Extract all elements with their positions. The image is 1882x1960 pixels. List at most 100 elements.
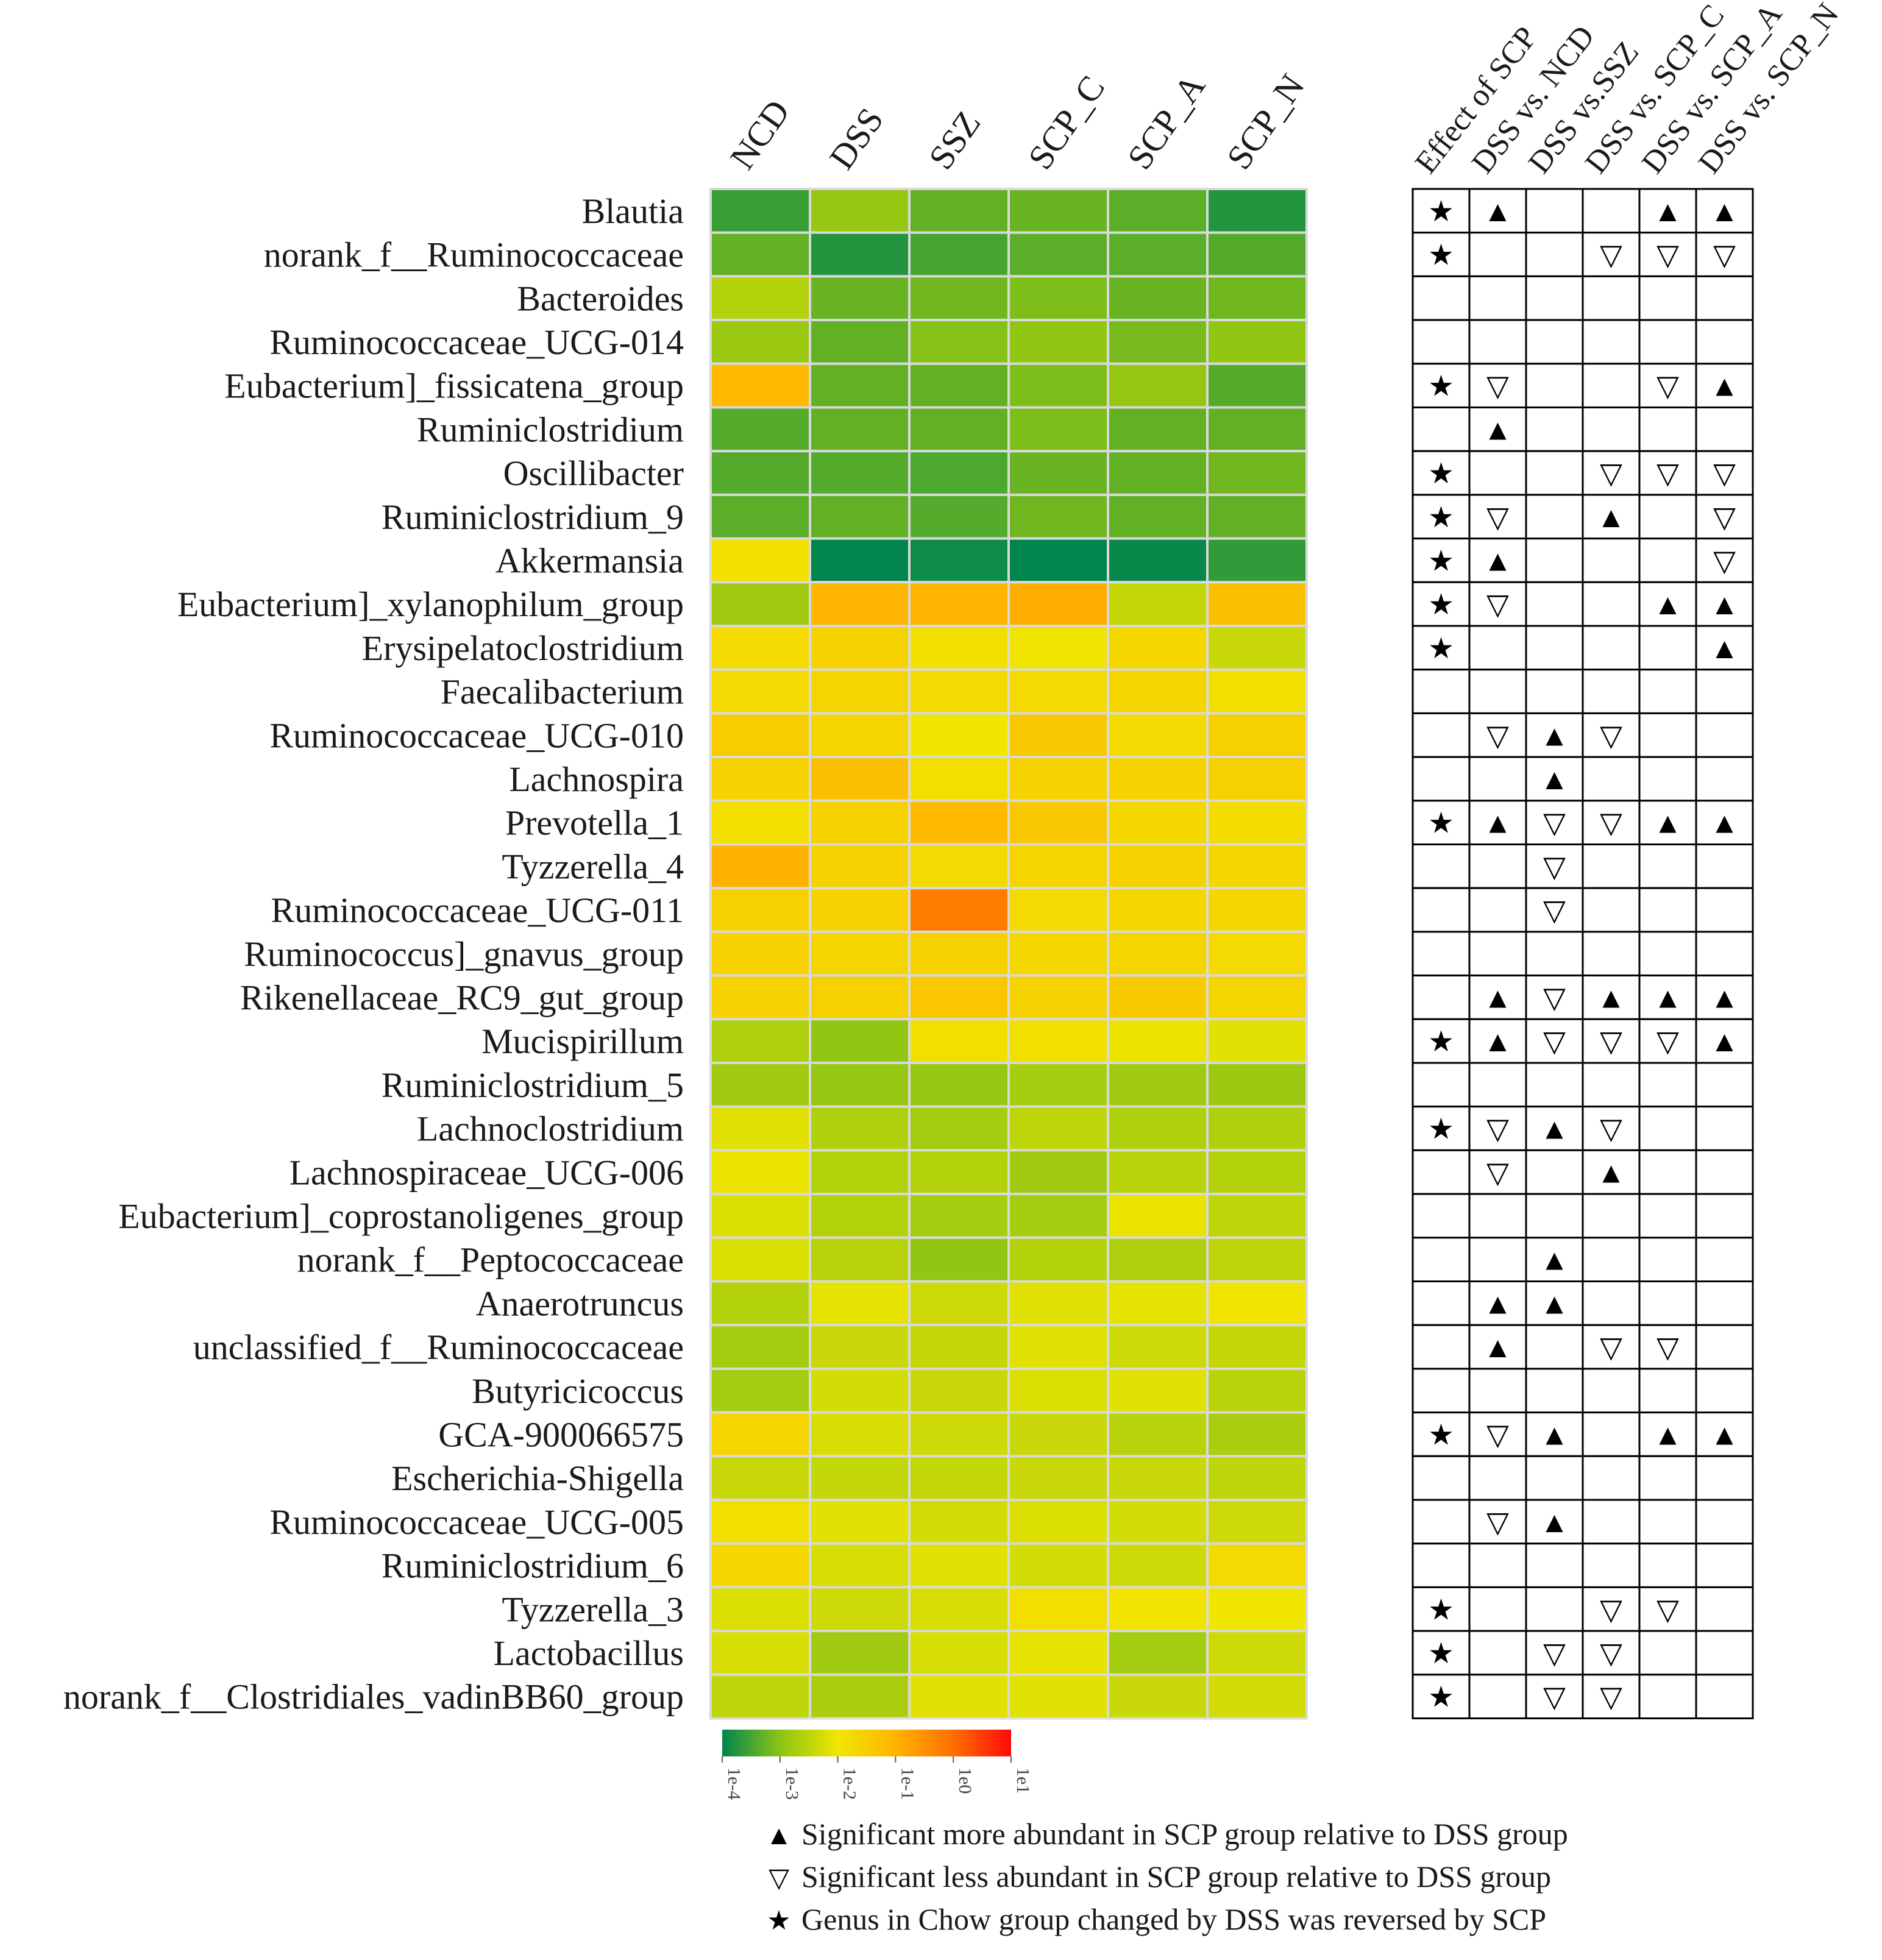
significance-mark: ▲ <box>1540 720 1569 752</box>
heatmap-cell <box>1107 275 1209 322</box>
heatmap-cell <box>709 1673 811 1720</box>
heatmap-cell <box>908 1280 1010 1327</box>
significance-cell <box>1468 188 1527 234</box>
heatmap-cell <box>1107 1149 1209 1196</box>
significance-cell <box>1525 363 1584 408</box>
heatmap-cell <box>1107 1193 1209 1239</box>
heatmap-cell <box>908 799 1010 846</box>
heatmap-cell <box>1007 406 1109 453</box>
significance-cell <box>1411 275 1471 321</box>
heatmap-cell <box>809 450 911 496</box>
heatmap-cell <box>908 887 1010 933</box>
heatmap-cell <box>908 450 1010 496</box>
heatmap-cell <box>1007 362 1109 409</box>
significance-cell <box>1695 1149 1754 1195</box>
row-label: Mucispirillum <box>481 1021 684 1061</box>
significance-cell <box>1411 1237 1471 1283</box>
significance-table: ★ ▲ ▲ ▲ ★ ▽ ▽ ▽ ★ ▽ ▽ ▲ ▲ ★ ▽ ▽ ▽ ★ ▽ ▲ ▽ ★ ▲ ▽ ★ ▽ ▲ ▲ ★ ▲ ▽ ▲ ▽ ▲ ★ ▲ ▽ ▽ ▲ ▲… <box>1411 188 1754 1720</box>
significance-cell <box>1695 450 1754 496</box>
significance-cell <box>1468 756 1527 802</box>
column-label: NCD <box>722 93 797 177</box>
heatmap-cell <box>1107 1586 1209 1633</box>
significance-cell <box>1695 1062 1754 1108</box>
heatmap-cell <box>1206 887 1308 933</box>
heatmap-cell <box>709 319 811 365</box>
significance-cell <box>1695 669 1754 714</box>
significance-cell <box>1411 1543 1471 1588</box>
heatmap-cell <box>709 1542 811 1589</box>
significance-cell <box>1638 843 1697 889</box>
significance-cell <box>1525 1193 1584 1239</box>
heatmap-cell <box>709 625 811 671</box>
heatmap-cell <box>809 974 911 1021</box>
heatmap-cell <box>809 581 911 627</box>
significance-cell <box>1695 275 1754 321</box>
row-label: unclassified_f__Ruminococcaceae <box>193 1327 684 1367</box>
significance-mark: ▽ <box>1600 1026 1622 1058</box>
significance-cell <box>1638 1106 1697 1151</box>
significance-cell <box>1638 712 1697 758</box>
heatmap-cell <box>1206 188 1308 234</box>
significance-mark: ▽ <box>1543 1681 1566 1714</box>
significance-cell <box>1582 931 1641 977</box>
significance-cell <box>1525 1543 1584 1588</box>
significance-mark: ▽ <box>1713 458 1736 490</box>
significance-cell <box>1582 887 1641 933</box>
significance-mark: ▽ <box>1486 371 1509 403</box>
significance-mark: ▲ <box>1540 1507 1569 1539</box>
significance-cell <box>1695 232 1754 277</box>
significance-mark: ★ <box>1428 589 1454 621</box>
heatmap-cell <box>809 231 911 278</box>
heatmap-cell <box>908 930 1010 977</box>
significance-cell <box>1525 232 1584 277</box>
significance-mark: ★ <box>1428 1419 1454 1451</box>
row-label: Eubacterium]_fissicatena_group <box>224 366 684 406</box>
significance-cell <box>1525 1455 1584 1501</box>
row-label: Ruminococcaceae_UCG-011 <box>271 890 684 930</box>
significance-mark: ▽ <box>1713 502 1736 534</box>
heatmap-cell <box>908 406 1010 453</box>
significance-cell <box>1638 1499 1697 1545</box>
heatmap-cell <box>1007 1673 1109 1720</box>
heatmap-cell <box>1007 1367 1109 1414</box>
significance-cell <box>1638 625 1697 671</box>
heatmap-cell <box>709 231 811 278</box>
heatmap-cell <box>908 668 1010 715</box>
significance-mark: ▲ <box>1710 589 1739 621</box>
significance-mark: ▲ <box>1710 982 1739 1014</box>
significance-mark: ★ <box>1428 458 1454 490</box>
significance-mark: ▲ <box>1710 1026 1739 1058</box>
significance-mark: ▲ <box>1653 196 1683 228</box>
significance-mark: ▲ <box>1483 808 1513 840</box>
significance-mark: ▲ <box>1483 414 1513 446</box>
heatmap-cell <box>1206 1586 1308 1633</box>
symbol-legend: ▲ Significant more abundant in SCP group … <box>765 1817 1568 1936</box>
significance-cell <box>1638 1149 1697 1195</box>
heatmap-cell <box>809 1236 911 1283</box>
heatmap-cell <box>809 1149 911 1196</box>
heatmap-cell <box>1007 756 1109 802</box>
significance-cell <box>1525 1499 1584 1545</box>
heatmap-cell <box>1206 668 1308 715</box>
significance-cell <box>1638 1543 1697 1588</box>
significance-cell <box>1638 319 1697 365</box>
heatmap-cell <box>1206 799 1308 846</box>
significance-cell <box>1411 975 1471 1020</box>
significance-cell <box>1582 1674 1641 1720</box>
significance-cell <box>1582 1062 1641 1108</box>
significance-cell <box>1638 1674 1697 1720</box>
row-label: Lachnospira <box>509 759 684 799</box>
significance-cell <box>1468 931 1527 977</box>
heatmap-cell <box>908 537 1010 584</box>
heatmap-cell <box>709 450 811 496</box>
row-label: Bacteroides <box>517 279 684 318</box>
significance-cell <box>1468 1586 1527 1632</box>
significance-cell <box>1582 450 1641 496</box>
significance-cell <box>1582 1237 1641 1283</box>
significance-cell <box>1638 494 1697 540</box>
heatmap-cell <box>1007 581 1109 627</box>
significance-cell <box>1638 1237 1697 1283</box>
row-label: Ruminococcus]_gnavus_group <box>244 934 684 974</box>
significance-mark: ★ <box>1428 808 1454 840</box>
heatmap-cell <box>1206 843 1308 890</box>
